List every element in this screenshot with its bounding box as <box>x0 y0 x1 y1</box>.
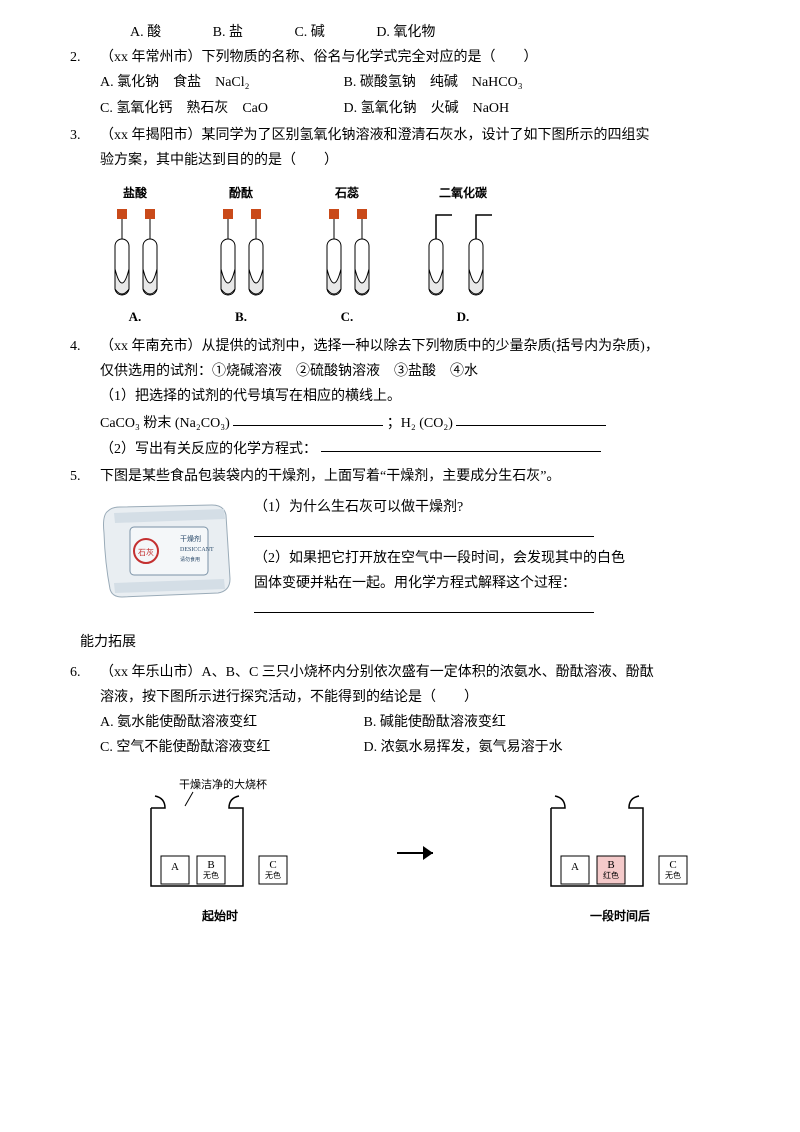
q1-opt-d: D. 氧化物 <box>376 20 435 45</box>
q4-stem2: 仅供选用的试剂：①烧碱溶液 ②硫酸钠溶液 ③盐酸 ④水 <box>100 359 740 384</box>
svg-text:DESICCANT: DESICCANT <box>180 547 214 553</box>
svg-text:C: C <box>669 859 676 871</box>
q3-label-d: 二氧化碳 <box>418 183 508 205</box>
desiccant-pouch-icon: 石灰 干燥剂 DESICCANT 请勿食用 <box>100 493 240 603</box>
q3-stem1: （xx 年揭阳市）某同学为了区别氢氧化钠溶液和澄清石灰水，设计了如下图所示的四组… <box>100 123 740 148</box>
test-tubes-icon <box>206 209 276 299</box>
q6-stem2: 溶液，按下图所示进行探究活动，不能得到的结论是（ ） <box>100 685 740 710</box>
test-tubes-icon <box>100 209 170 299</box>
q4-p2-row: （2）写出有关反应的化学方程式： <box>100 436 740 462</box>
q3-label-c: 石蕊 <box>312 183 382 205</box>
q2-num: 2. <box>70 45 100 121</box>
q6-opt-b: B. 碱能使酚酞溶液变红 <box>364 710 624 735</box>
q6-cap-left: 起始时 <box>135 906 305 928</box>
blank-field[interactable] <box>254 596 594 613</box>
svg-text:红色: 红色 <box>603 870 619 880</box>
q1-options: A. 酸 B. 盐 C. 碱 D. 氧化物 <box>110 20 740 45</box>
q3-set-a: 盐酸 A. <box>100 183 170 328</box>
svg-text:无色: 无色 <box>265 870 281 880</box>
q3-letter-d: D. <box>418 305 508 328</box>
section-heading: 能力拓展 <box>80 630 740 655</box>
q3-figure: 盐酸 A. <box>100 183 740 328</box>
q3-letter-a: A. <box>100 305 170 328</box>
svg-text:B: B <box>607 859 614 871</box>
q4-line1b: ；H₂ (CO₂) <box>387 415 453 430</box>
blank-field[interactable] <box>233 410 383 427</box>
q6: 6. （xx 年乐山市）A、B、C 三只小烧杯内分别依次盛有一定体积的浓氨水、酚… <box>110 660 740 934</box>
q2-opt-d: D. 氢氧化钠 火碱 NaOH <box>344 96 584 121</box>
q1-opt-b: B. 盐 <box>213 20 243 45</box>
q1-opt-c: C. 碱 <box>294 20 324 45</box>
q2-stem: （xx 年常州市）下列物质的名称、俗名与化学式完全对应的是（ ） <box>100 45 740 70</box>
q2-opt-a: A. 氯化钠 食盐 NaCl₂ <box>100 70 340 95</box>
q5: 5. 下图是某些食品包装袋内的干燥剂，上面写着“干燥剂，主要成分生石灰”。 石灰… <box>110 464 740 623</box>
q3-stem2: 验方案，其中能达到目的的是（ ） <box>100 148 740 173</box>
beaker-start-icon: 干燥洁净的大烧杯 A B 无色 C 无色 <box>135 778 305 898</box>
q6-cap-top: 干燥洁净的大烧杯 <box>179 778 267 791</box>
q5-num: 5. <box>70 464 100 623</box>
q3-set-b: 酚酞 B. <box>206 183 276 328</box>
q3-set-d: 二氧化碳 D. <box>418 183 508 328</box>
blank-field[interactable] <box>456 410 606 427</box>
q5-p1: （1）为什么生石灰可以做干燥剂? <box>254 495 740 520</box>
test-tubes-icon <box>312 209 382 299</box>
q4-stem1: （xx 年南充市）从提供的试剂中，选择一种以除去下列物质中的少量杂质(括号内为杂… <box>100 334 740 359</box>
q4-num: 4. <box>70 334 100 462</box>
q3-letter-b: B. <box>206 305 276 328</box>
svg-text:请勿食用: 请勿食用 <box>180 556 200 563</box>
q6-num: 6. <box>70 660 100 934</box>
q4-line1a: CaCO₃ 粉末 (Na₂CO₃) <box>100 415 230 430</box>
q6-opt-c: C. 空气不能使酚酞溶液变红 <box>100 735 360 760</box>
svg-text:无色: 无色 <box>665 870 681 880</box>
q4: 4. （xx 年南充市）从提供的试剂中，选择一种以除去下列物质中的少量杂质(括号… <box>110 334 740 462</box>
q2-opt-b: B. 碳酸氢钠 纯碱 NaHCO₃ <box>344 70 584 95</box>
q2-opt-c: C. 氢氧化钙 熟石灰 CaO <box>100 96 340 121</box>
q4-p2: （2）写出有关反应的化学方程式： <box>100 441 317 456</box>
q3: 3. （xx 年揭阳市）某同学为了区别氢氧化钠溶液和澄清石灰水，设计了如下图所示… <box>110 123 740 332</box>
q5-stem: 下图是某些食品包装袋内的干燥剂，上面写着“干燥剂，主要成分生石灰”。 <box>100 464 740 489</box>
q6-opt-d: D. 浓氨水易挥发，氨气易溶于水 <box>364 735 624 760</box>
q4-p1: （1）把选择的试剂的代号填写在相应的横线上。 <box>100 384 740 409</box>
svg-text:C: C <box>269 859 276 871</box>
q3-label-b: 酚酞 <box>206 183 276 205</box>
q6-opt-a: A. 氨水能使酚酞溶液变红 <box>100 710 360 735</box>
q4-line1: CaCO₃ 粉末 (Na₂CO₃) ；H₂ (CO₂) <box>100 410 740 436</box>
q5-p2a: （2）如果把它打开放在空气中一段时间，会发现其中的白色 <box>254 546 740 571</box>
q5-p2b: 固体变硬并粘在一起。用化学方程式解释这个过程： <box>254 571 740 596</box>
q3-letter-c: C. <box>312 305 382 328</box>
svg-text:石灰: 石灰 <box>138 547 154 557</box>
gas-tubes-icon <box>418 209 508 299</box>
q1-opt-a: A. 酸 <box>130 20 161 45</box>
blank-field[interactable] <box>254 520 594 537</box>
q6-cap-right: 一段时间后 <box>535 906 705 928</box>
q2: 2. （xx 年常州市）下列物质的名称、俗名与化学式完全对应的是（ ） A. 氯… <box>110 45 740 121</box>
svg-text:干燥剂: 干燥剂 <box>180 534 201 543</box>
svg-text:无色: 无色 <box>203 870 219 880</box>
blank-field[interactable] <box>321 436 601 453</box>
q3-set-c: 石蕊 C. <box>312 183 382 328</box>
beaker-after-icon: A B 红色 C 无色 <box>535 778 705 898</box>
svg-text:B: B <box>207 859 214 871</box>
q6-figure: 干燥洁净的大烧杯 A B 无色 C 无色 起始时 <box>100 778 740 928</box>
q3-num: 3. <box>70 123 100 332</box>
svg-text:A: A <box>171 861 179 873</box>
svg-text:A: A <box>571 861 579 873</box>
arrow-right-icon <box>395 838 445 868</box>
q6-stem1: （xx 年乐山市）A、B、C 三只小烧杯内分别依次盛有一定体积的浓氨水、酚酞溶液… <box>100 660 740 685</box>
q3-label-a: 盐酸 <box>100 183 170 205</box>
